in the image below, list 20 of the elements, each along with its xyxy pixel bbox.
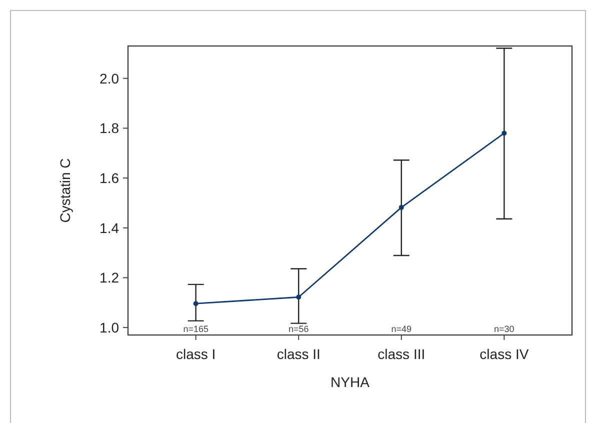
- y-tick-label: 1.8: [100, 120, 120, 136]
- x-tick-label: class II: [276, 346, 320, 362]
- x-axis-title: NYHA: [330, 374, 370, 390]
- y-tick-label: 1.2: [100, 270, 120, 286]
- annotation: n=49: [391, 324, 412, 334]
- y-axis-title: Cystatin C: [57, 158, 73, 223]
- x-tick-label: class III: [378, 346, 426, 362]
- x-tick-label: class I: [176, 346, 216, 362]
- annotation: n=56: [288, 324, 309, 334]
- point: [502, 130, 507, 136]
- annotation: n=30: [494, 324, 514, 334]
- point: [193, 301, 198, 306]
- x-tick-label: class IV: [480, 346, 530, 362]
- y-tick-label: 1.0: [100, 319, 120, 336]
- annotation: n=165: [183, 324, 208, 334]
- point: [296, 294, 302, 300]
- y-tick-label: 1.4: [100, 220, 120, 236]
- point: [398, 204, 404, 210]
- y-tick-label: 1.6: [100, 170, 120, 186]
- y-tick-label: 2.0: [100, 70, 120, 86]
